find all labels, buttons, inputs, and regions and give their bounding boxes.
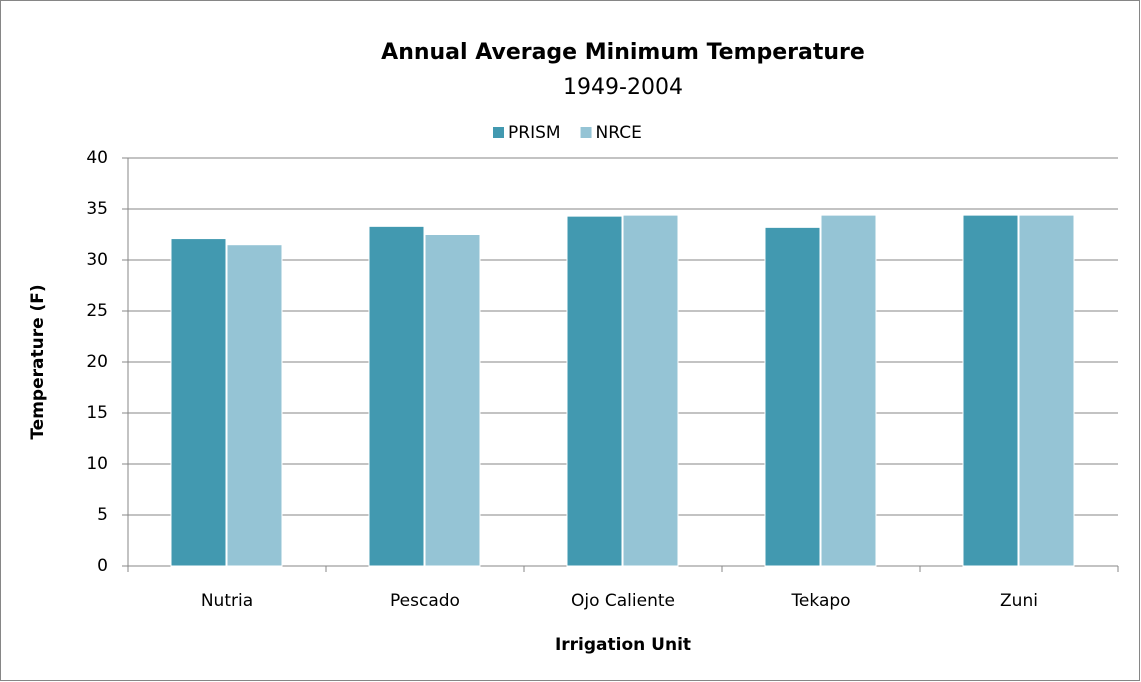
bar: [226, 244, 283, 567]
y-tick-label: 15: [86, 403, 108, 423]
x-tick-label: Ojo Caliente: [571, 591, 675, 611]
legend-label: NRCE: [596, 123, 642, 143]
bar: [424, 234, 481, 567]
legend-swatch: [580, 127, 592, 138]
y-tick-label: 10: [86, 454, 108, 474]
y-tick-label: 0: [97, 556, 108, 576]
bar: [622, 214, 679, 567]
bar: [566, 215, 623, 567]
y-tick-label: 25: [86, 301, 108, 321]
y-axis-label: Temperature (F): [28, 284, 48, 439]
y-tick-label: 20: [86, 352, 108, 372]
bar: [170, 238, 227, 567]
chart-title: Annual Average Minimum Temperature: [381, 40, 865, 65]
x-tick-label: Zuni: [1000, 591, 1038, 611]
bar: [368, 225, 425, 567]
y-tick-label: 30: [86, 250, 108, 270]
y-tick-label: 5: [97, 505, 108, 525]
chart-subtitle: 1949-2004: [563, 75, 683, 100]
y-tick-label: 40: [86, 148, 108, 168]
bar: [962, 214, 1019, 567]
legend-swatch: [493, 127, 504, 138]
y-tick-label: 35: [86, 199, 108, 219]
bar: [1018, 214, 1075, 567]
x-tick-label: Nutria: [201, 591, 253, 611]
x-tick-label: Tekapo: [790, 591, 850, 611]
x-axis-label: Irrigation Unit: [555, 635, 691, 655]
x-tick-label: Pescado: [390, 591, 460, 611]
bar: [764, 226, 821, 567]
bar: [820, 214, 877, 567]
legend-label: PRISM: [508, 123, 561, 143]
